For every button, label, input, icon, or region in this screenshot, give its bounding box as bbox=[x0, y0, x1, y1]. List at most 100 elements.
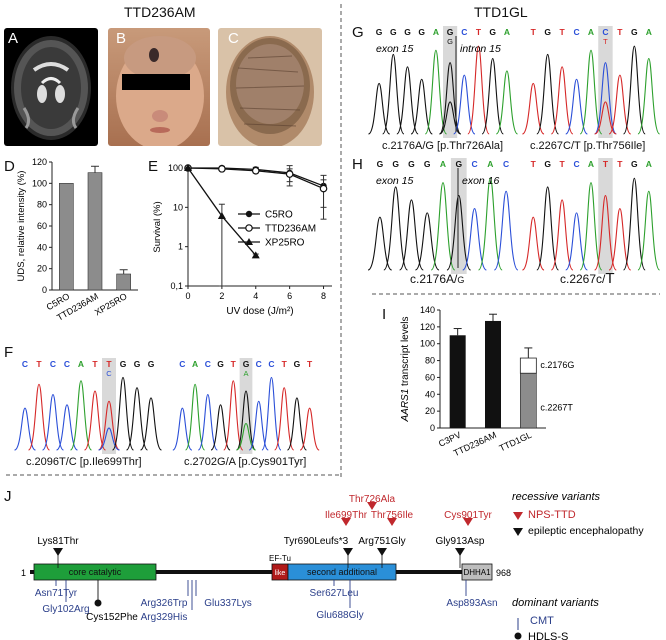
chrom-peak bbox=[536, 186, 560, 271]
e-xtick-label: 8 bbox=[321, 291, 326, 301]
chrom-base-letter: G bbox=[404, 27, 411, 37]
chrom-base-letter: G bbox=[455, 159, 462, 169]
chrom-base-letter: T bbox=[36, 359, 42, 369]
j-epileptic-marker bbox=[343, 548, 353, 556]
chrom-base-letter: G bbox=[148, 359, 155, 369]
chrom-base-letter: T bbox=[531, 159, 537, 169]
e-legend-marker bbox=[245, 224, 253, 232]
caption-h1-main: c.2176A/ bbox=[410, 272, 458, 286]
caption-h1-small: G bbox=[457, 275, 465, 285]
chrom-peak bbox=[550, 66, 574, 135]
chrom-peak bbox=[594, 195, 617, 271]
i-bar bbox=[449, 335, 466, 428]
chrom-base-letter: G bbox=[377, 159, 384, 169]
chrom-peak bbox=[382, 53, 405, 135]
caption-h2: c.2267c/T bbox=[560, 270, 615, 287]
chrom-peak bbox=[41, 393, 65, 451]
chrom-base-letter: C bbox=[50, 359, 56, 369]
i-ytick-label: 120 bbox=[420, 322, 435, 332]
chrom-peak bbox=[172, 407, 193, 451]
caption-f1: c.2096T/C [p.Ile699Thr] bbox=[26, 456, 142, 468]
chart-e-survival: 0,1 1 10 100 0 2 4 6 8 UV dose (J/m²) Survival (%)… bbox=[152, 163, 332, 317]
chrom-peak bbox=[383, 186, 409, 271]
j-legend-epileptic-marker bbox=[513, 528, 523, 536]
chrom-base-letter: C bbox=[573, 27, 579, 37]
chrom-base-letter: C bbox=[602, 27, 608, 37]
panel-label-d: D bbox=[4, 158, 15, 175]
chrom-base-letter: G bbox=[392, 159, 399, 169]
chrom-base-letter: C bbox=[64, 359, 70, 369]
chrom-base-letter: C bbox=[471, 159, 477, 169]
j-start-label: 1 bbox=[21, 568, 26, 578]
i-stack-label: c.2176G bbox=[540, 360, 574, 370]
chrom-base-letter: G bbox=[544, 159, 551, 169]
e-ytick-label: 0,1 bbox=[170, 281, 183, 291]
chrom-highlight bbox=[598, 26, 613, 138]
chrom-peak bbox=[467, 45, 490, 135]
e-legend-marker bbox=[245, 238, 253, 245]
chrom-alt-letter: G bbox=[447, 37, 453, 46]
chromatogram-g2: T G T C A CTT G A bbox=[521, 26, 660, 138]
chrom-base-letter: G bbox=[120, 359, 127, 369]
scalp-hair-photo bbox=[218, 28, 322, 146]
header-ttd1gl: TTD1GL bbox=[474, 4, 528, 20]
chrom-base-letter: T bbox=[617, 27, 623, 37]
j-domain-label: EF-Tu bbox=[269, 554, 291, 563]
panel-label-h: H bbox=[352, 156, 363, 173]
chrom-base-letter: T bbox=[531, 27, 537, 37]
chrom-base-letter: G bbox=[544, 27, 551, 37]
chrom-base-letter: G bbox=[134, 359, 141, 369]
i-ylabel: AARS1 transcript levels bbox=[400, 316, 411, 422]
chrom-peak bbox=[83, 390, 107, 451]
chrom-peak bbox=[210, 404, 231, 451]
chrom-peak bbox=[481, 58, 504, 135]
chrom-base-letter: A bbox=[78, 359, 84, 369]
chrom-base-letter: G bbox=[489, 27, 496, 37]
chrom-alt-letter: A bbox=[243, 369, 248, 378]
chrom-base-letter: C bbox=[503, 159, 509, 169]
chrom-peak bbox=[139, 397, 162, 451]
e-legend-marker bbox=[245, 210, 253, 218]
j-legend-epileptic-label: epileptic encephalopathy bbox=[528, 525, 644, 537]
panel-label-j: J bbox=[4, 488, 12, 505]
e-xlabel: UV dose (J/m²) bbox=[226, 306, 293, 317]
chart-d-uds: 0 20 40 60 80 100 120 UDS, relative intensity (… bbox=[16, 157, 138, 323]
j-legend-nps-marker bbox=[513, 512, 523, 520]
j-dominant-label: Asp893Asn bbox=[446, 598, 497, 609]
j-domain-core-catalytic bbox=[33, 563, 157, 581]
i-ytick-label: 60 bbox=[425, 372, 435, 382]
chrom-peak bbox=[565, 212, 588, 271]
chrom-peak bbox=[565, 78, 588, 135]
chrom-base-letter: C bbox=[256, 359, 262, 369]
chrom-peak bbox=[424, 49, 448, 135]
panel-label-i: I bbox=[382, 306, 387, 323]
chrom-base-letter: T bbox=[476, 27, 482, 37]
j-end-label: 968 bbox=[496, 568, 511, 578]
chrom-peak bbox=[637, 58, 660, 135]
j-domain-label: core catalytic bbox=[69, 567, 122, 577]
chrom-peak bbox=[477, 177, 503, 271]
d-ytick-label: 20 bbox=[37, 264, 47, 274]
chrom-base-letter: G bbox=[243, 359, 250, 369]
e-legend-label: TTD236AM bbox=[265, 224, 316, 235]
j-legend-recessive-title: recessive variants bbox=[512, 491, 601, 503]
chrom-peak bbox=[622, 177, 646, 271]
chrom-base-letter: G bbox=[408, 159, 415, 169]
chrom-peak bbox=[622, 45, 646, 135]
chrom-peak bbox=[550, 199, 574, 271]
chrom-base-letter: A bbox=[646, 27, 652, 37]
i-ytick-label: 20 bbox=[425, 406, 435, 416]
chrom-base-letter: T bbox=[231, 359, 237, 369]
chrom-peak bbox=[111, 376, 135, 451]
j-recessive-label: Thr756Ile bbox=[371, 510, 414, 521]
chrom-peak bbox=[399, 199, 424, 271]
j-epileptic-label: Arg751Gly bbox=[358, 536, 405, 547]
chrom-peak bbox=[197, 393, 218, 451]
chrom-highlight bbox=[443, 26, 458, 138]
chrom-peak bbox=[521, 82, 545, 135]
j-legend-hdls-marker bbox=[514, 632, 522, 640]
caption-f2: c.2702G/A [p.Cys901Tyr] bbox=[184, 456, 307, 468]
j-legend-dominant-title: dominant variants bbox=[512, 597, 599, 609]
chrom-base-letter: A bbox=[487, 159, 493, 169]
